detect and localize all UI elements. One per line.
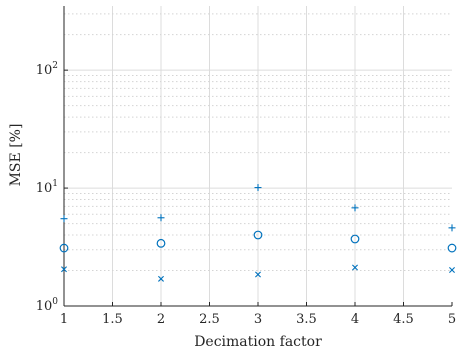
plus-marker xyxy=(157,214,165,222)
x-tick-label: 1 xyxy=(60,312,68,327)
circle-marker xyxy=(253,230,263,240)
x-axis-label: Decimation factor xyxy=(194,334,322,350)
x-tick-label: 2 xyxy=(157,312,165,327)
cross-marker xyxy=(61,266,67,273)
cross-marker xyxy=(158,275,164,282)
plus-marker xyxy=(351,204,359,212)
circle-marker xyxy=(350,234,360,244)
plus-marker xyxy=(254,184,262,192)
plus-marker xyxy=(60,215,68,223)
y-tick-label: 102 xyxy=(36,61,58,78)
x-tick-label: 4 xyxy=(351,312,359,327)
tick-labels: 1 1.5 2 2.5 3 3.5 4 4.5 5 100 101 102 xyxy=(36,61,456,327)
x-tick-label: 5 xyxy=(448,312,456,327)
y-tick-label: 101 xyxy=(36,179,58,196)
plus-marker xyxy=(448,224,456,232)
x-tick-label: 1.5 xyxy=(102,312,123,327)
data-points xyxy=(59,184,457,282)
cross-marker xyxy=(352,264,358,271)
axes xyxy=(63,6,453,307)
cross-marker xyxy=(449,267,455,273)
circle-marker xyxy=(156,238,166,248)
grid xyxy=(64,6,452,307)
x-tick-label: 2.5 xyxy=(199,312,220,327)
x-tick-label: 4.5 xyxy=(393,312,414,327)
cross-marker xyxy=(255,271,261,278)
circle-marker xyxy=(447,243,457,253)
y-axis-label: MSE [%] xyxy=(8,124,24,187)
x-tick-label: 3 xyxy=(254,312,262,327)
y-tick-label: 100 xyxy=(36,297,59,314)
circle-marker xyxy=(59,243,69,253)
x-tick-label: 3.5 xyxy=(296,312,317,327)
